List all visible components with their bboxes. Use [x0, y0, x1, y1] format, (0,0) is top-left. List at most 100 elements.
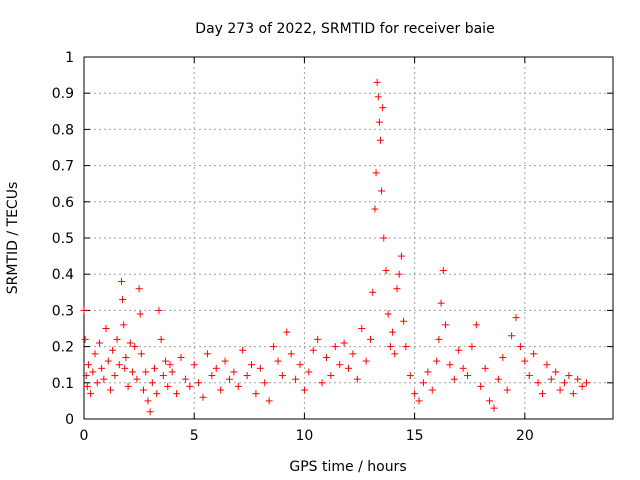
data-point	[384, 310, 392, 318]
data-point	[270, 343, 278, 351]
data-point	[261, 379, 269, 387]
data-point	[203, 350, 211, 358]
data-point	[265, 397, 273, 405]
data-point	[136, 310, 144, 318]
data-point	[318, 379, 326, 387]
data-point	[126, 339, 134, 347]
data-point	[199, 393, 207, 401]
data-point	[292, 375, 300, 383]
data-point	[382, 267, 390, 275]
data-point	[386, 343, 394, 351]
data-point	[80, 306, 88, 314]
data-point	[376, 136, 384, 144]
data-point	[358, 325, 366, 332]
data-point	[336, 361, 344, 369]
data-point	[100, 375, 108, 383]
data-point	[516, 343, 524, 351]
data-point	[190, 361, 198, 369]
data-point	[135, 285, 143, 293]
data-point	[494, 375, 502, 383]
data-point	[243, 372, 251, 380]
data-point	[84, 361, 92, 369]
data-point	[433, 357, 441, 365]
data-point	[435, 335, 443, 343]
data-point	[521, 357, 529, 365]
data-points	[80, 78, 591, 416]
data-point	[481, 364, 489, 372]
data-point	[411, 390, 419, 398]
data-point	[300, 386, 308, 394]
data-point	[552, 368, 560, 376]
data-point	[375, 118, 383, 126]
plot-frame	[83, 56, 614, 420]
data-point	[455, 346, 463, 354]
data-point	[212, 364, 220, 372]
data-point	[322, 353, 330, 361]
data-point	[274, 357, 282, 365]
x-tick-label: 0	[80, 428, 89, 444]
data-point	[82, 372, 90, 380]
data-point	[419, 379, 427, 387]
data-point	[389, 328, 397, 336]
data-point	[95, 339, 103, 347]
y-axis-label: SRMTID / TECUs	[5, 182, 21, 295]
y-tick-label: 0.2	[52, 340, 74, 356]
data-point	[278, 372, 286, 380]
data-point	[151, 364, 159, 372]
data-point	[140, 386, 148, 394]
data-point	[446, 361, 454, 369]
data-point	[372, 169, 380, 177]
y-tick-label: 0.4	[52, 267, 74, 283]
data-point	[115, 361, 123, 369]
x-tick-label: 5	[190, 428, 199, 444]
data-point	[283, 328, 291, 336]
data-point	[530, 350, 538, 358]
y-tick-label: 0.7	[52, 159, 74, 175]
data-point	[173, 390, 181, 398]
data-point	[296, 361, 304, 369]
data-point	[121, 364, 129, 372]
data-point	[547, 375, 555, 383]
data-point	[574, 375, 582, 383]
data-point	[248, 361, 256, 369]
data-point	[208, 372, 216, 380]
data-point	[393, 285, 401, 293]
data-point	[256, 364, 264, 372]
data-point	[371, 205, 379, 213]
data-point	[168, 368, 176, 376]
data-point	[464, 372, 472, 380]
data-point	[166, 361, 174, 369]
data-point	[349, 350, 357, 358]
data-point	[181, 375, 189, 383]
data-point	[217, 386, 225, 394]
data-point	[472, 321, 480, 329]
data-point	[508, 332, 516, 340]
data-point	[195, 379, 203, 387]
data-point	[93, 379, 101, 387]
data-point	[538, 390, 546, 398]
data-point	[106, 386, 114, 394]
y-tick-label: 0.6	[52, 195, 74, 211]
data-point	[362, 357, 370, 365]
data-point	[131, 343, 139, 351]
x-tick-label: 20	[516, 428, 534, 444]
x-tick-label: 10	[296, 428, 314, 444]
data-point	[81, 335, 89, 343]
data-point	[400, 317, 408, 325]
data-point	[583, 379, 591, 387]
data-point	[468, 343, 476, 351]
data-point	[305, 368, 313, 376]
data-point	[428, 386, 436, 394]
data-point	[155, 306, 163, 314]
x-tick-label: 15	[406, 428, 424, 444]
y-tick-label: 1	[65, 50, 74, 66]
data-point	[450, 375, 458, 383]
data-point	[569, 390, 577, 398]
data-point	[499, 353, 507, 361]
data-point	[353, 375, 361, 383]
data-point	[309, 346, 317, 354]
data-point	[340, 339, 348, 347]
data-point	[287, 350, 295, 358]
data-point	[424, 368, 432, 376]
data-point	[119, 296, 127, 304]
